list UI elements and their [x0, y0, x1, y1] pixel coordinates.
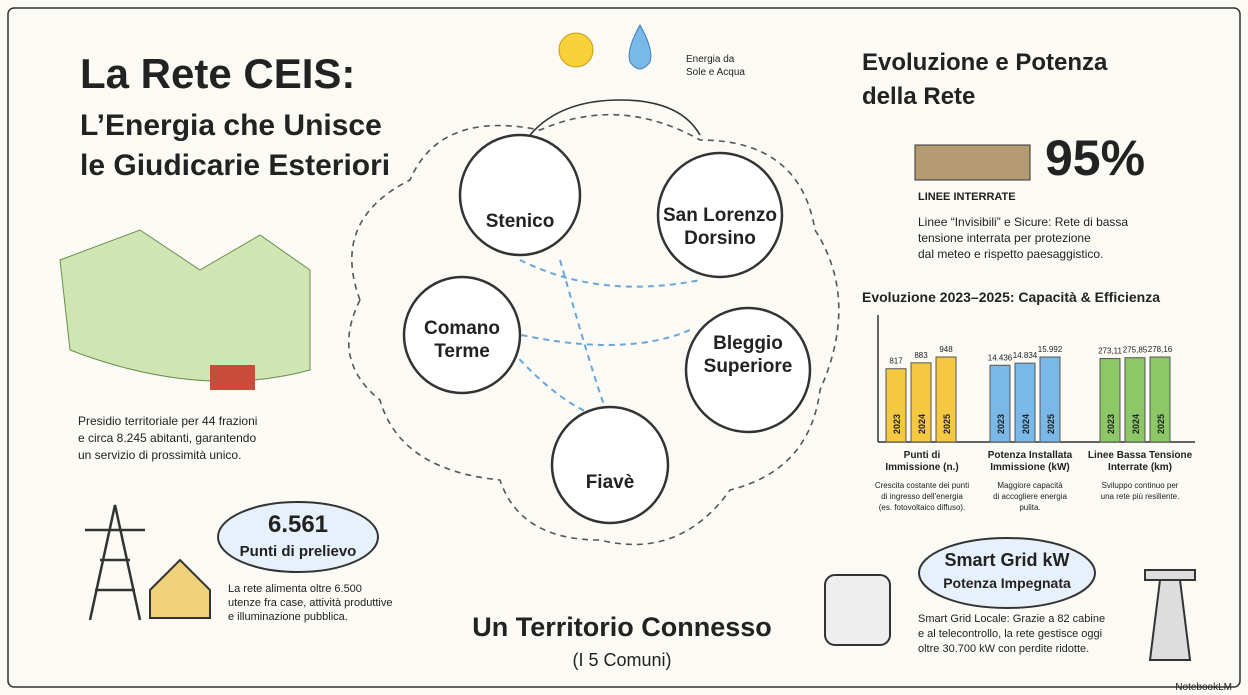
node-label: Fiavè: [586, 472, 635, 493]
value-label: 817: [889, 357, 903, 366]
value-label: 275,85: [1123, 346, 1148, 355]
smart-grid-text: oltre 30.700 kW con perdite ridotte.: [918, 643, 1089, 655]
chart-title: Potenza Installata: [988, 450, 1073, 461]
category-label: 2025: [942, 414, 952, 434]
evolution-text: Linee “Invisibili” e Sicure: Rete di bas…: [918, 215, 1128, 229]
chart-note: (es. fotovoltaico diffuso).: [879, 503, 966, 512]
node-circle: [552, 407, 668, 523]
value-label: 948: [939, 345, 953, 354]
prelievo-text: utenze fra case, attività produttive: [228, 597, 392, 609]
category-label: 2023: [892, 414, 902, 434]
presidio-text: Presidio territoriale per 44 frazioni: [78, 414, 257, 428]
value-label: 15.992: [1038, 345, 1063, 354]
value-label: 273,11: [1098, 347, 1122, 356]
prelievo-label: Punti di prelievo: [240, 543, 357, 560]
value-label: 14.834: [1013, 351, 1038, 360]
percent-label: LINEE INTERRATE: [918, 191, 1016, 203]
prelievo-text: La rete alimenta oltre 6.500: [228, 583, 362, 595]
chart-note: di accogliere energia: [993, 492, 1067, 501]
subtitle: L’Energia che Unisce: [80, 109, 382, 142]
category-label: 2023: [1106, 414, 1116, 434]
value-label: 14.436: [988, 353, 1013, 362]
value-label: 883: [914, 351, 928, 360]
chart-note: una rete più resiliente.: [1101, 492, 1180, 501]
infographic: La Rete CEIS: L’Energia che Unisce le Giud…: [0, 0, 1248, 695]
category-label: 2024: [1021, 414, 1031, 434]
evolution-text: tensione interrata per protezione: [918, 231, 1091, 245]
presidio-text: un servizio di prossimità unico.: [78, 448, 241, 462]
smart-grid-title: Smart Grid kW: [944, 550, 1069, 570]
chart-title: Linee Bassa Tensione: [1088, 450, 1193, 461]
node-label: Comano: [424, 318, 500, 339]
category-label: 2025: [1046, 414, 1056, 434]
node-circle: [460, 135, 580, 255]
value-label: 278,16: [1148, 345, 1173, 354]
node-label: Dorsino: [684, 228, 756, 249]
credit: NotebookLM: [1175, 682, 1232, 693]
meter-icon: [825, 575, 890, 645]
category-label: 2025: [1156, 414, 1166, 434]
smart-grid-bubble: [919, 538, 1095, 608]
node-label: Stenico: [486, 211, 555, 232]
chart-title: Punti di: [904, 450, 941, 461]
subtitle: le Giudicarie Esteriori: [80, 149, 390, 182]
cable-icon: [915, 145, 1030, 180]
node-label: San Lorenzo: [663, 205, 777, 226]
smart-grid-text: Smart Grid Locale: Grazie a 82 cabine: [918, 613, 1105, 625]
chart-title: Interrate (km): [1108, 462, 1172, 473]
category-label: 2024: [917, 414, 927, 434]
energy-label: Sole e Acqua: [686, 67, 745, 78]
node-label: Terme: [434, 341, 490, 362]
sun-icon: [559, 33, 593, 67]
percent: 95%: [1045, 130, 1145, 186]
chart-title: Immissione (kW): [990, 462, 1069, 473]
chart-title: Immissione (n.): [885, 462, 958, 473]
presidio-text: e circa 8.245 abitanti, garantendo: [78, 431, 256, 445]
category-label: 2024: [1131, 414, 1141, 434]
evolution-text: dal meteo e rispetto paesaggistico.: [918, 247, 1103, 261]
prelievo-text: e illuminazione pubblica.: [228, 611, 348, 623]
prelievo-value: 6.561: [268, 511, 328, 538]
chart-note: di ingresso dell'energia: [881, 492, 963, 501]
energy-label: Energia da: [686, 54, 735, 65]
section-title: della Rete: [862, 83, 975, 110]
center-title: Un Territorio Connesso: [472, 612, 772, 642]
smart-grid-text: e al telecontrollo, la rete gestisce ogg…: [918, 628, 1102, 640]
category-label: 2023: [996, 414, 1006, 434]
center-subtitle: (I 5 Comuni): [572, 650, 671, 670]
chart-note: Maggiore capacità: [997, 481, 1063, 490]
charts-title: Evoluzione 2023–2025: Capacità & Efficie…: [862, 289, 1160, 305]
title: La Rete CEIS:: [80, 50, 355, 97]
smart-grid-subtitle: Potenza Impegnata: [943, 575, 1071, 591]
section-title: Evoluzione e Potenza: [862, 49, 1108, 76]
house-icon: [210, 365, 255, 390]
chart-note: Crescita costante dei punti: [875, 481, 969, 490]
node-label: Bleggio: [713, 333, 783, 354]
chart-note: pulita.: [1019, 503, 1040, 512]
chart-note: Sviluppo continuo per: [1102, 481, 1179, 490]
node-label: Superiore: [704, 356, 793, 377]
